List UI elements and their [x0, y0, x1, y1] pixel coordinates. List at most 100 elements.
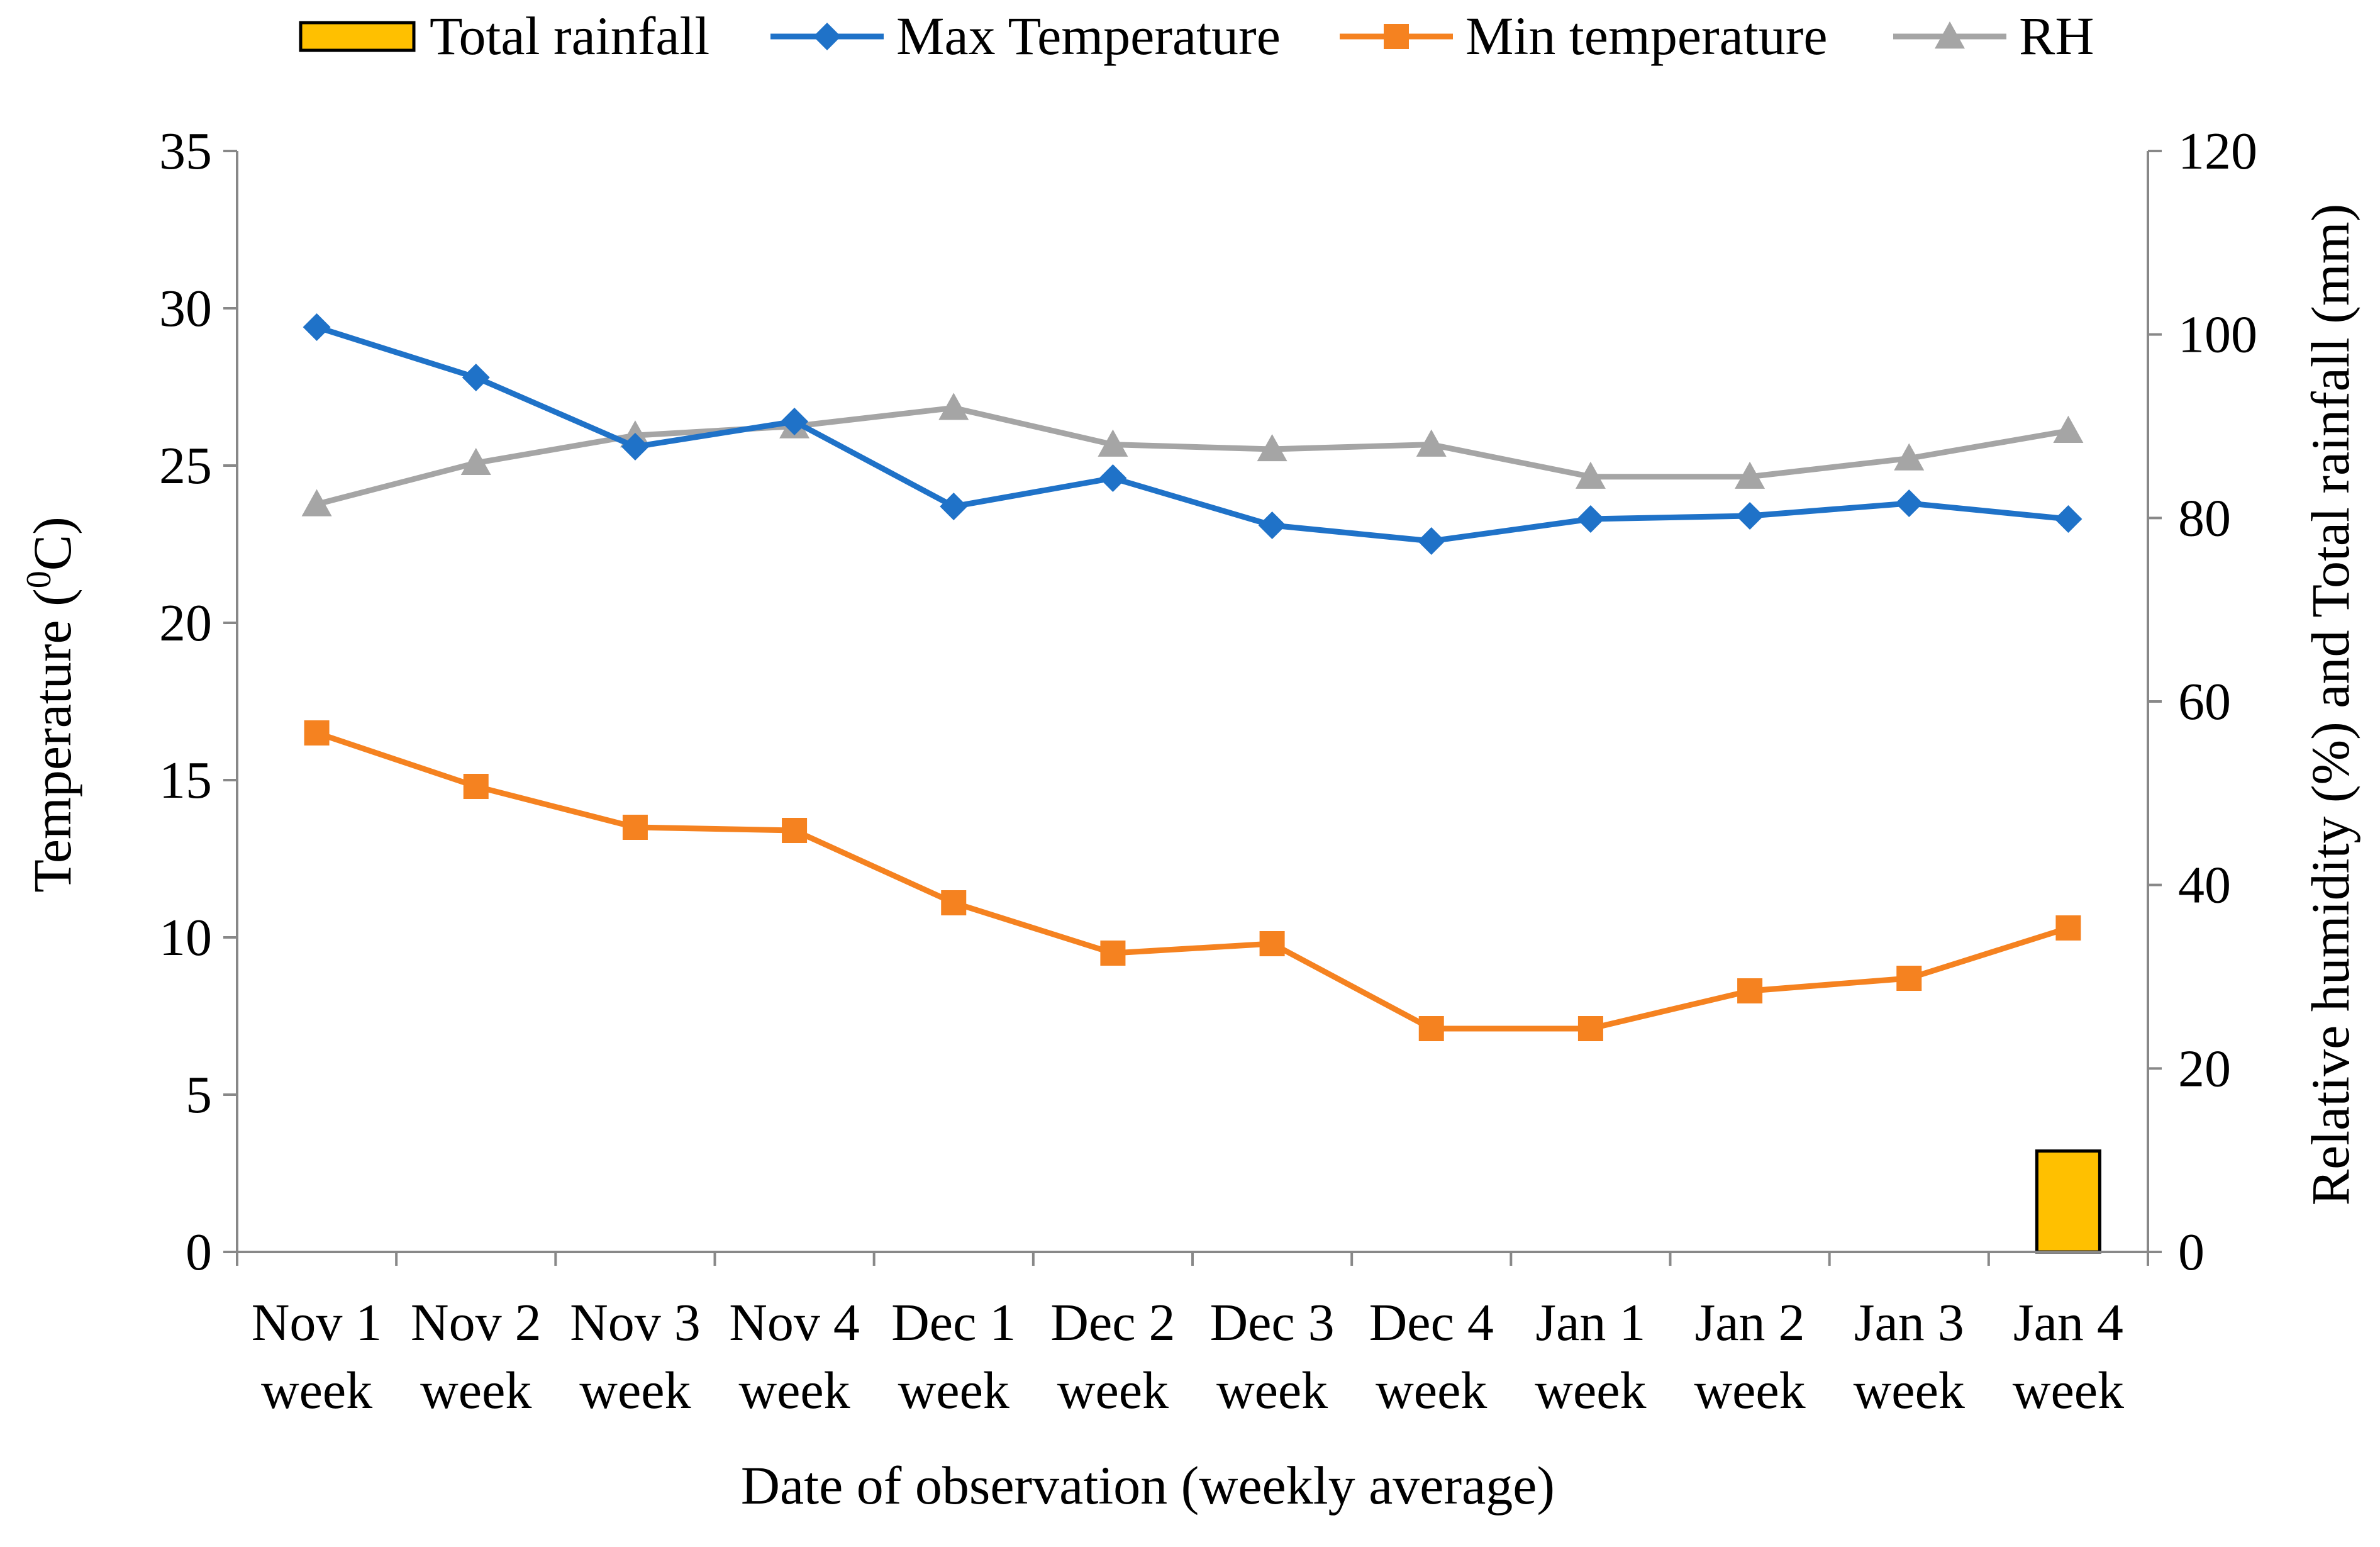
x-tick-label-line: Nov 3	[570, 1293, 701, 1352]
x-tick-label: Dec 1 week	[891, 1293, 1016, 1420]
max-temperature-line	[316, 324, 2069, 544]
x-tick-label-line: Dec 1	[891, 1293, 1016, 1352]
x-tick-label-line: week	[738, 1361, 850, 1420]
max-temperature-point	[781, 408, 809, 435]
x-tick-label-line: Jan 3	[1854, 1293, 1964, 1352]
rh-point	[1098, 429, 1128, 457]
rh-point	[1416, 429, 1447, 457]
min-temperature-point	[622, 815, 648, 840]
y-right-tick-label: 20	[2178, 1039, 2231, 1098]
x-tick-label-line: week	[898, 1361, 1009, 1420]
max-temperature-point	[1258, 511, 1286, 539]
x-tick-label: Jan 1 week	[1535, 1293, 1646, 1420]
rh-point	[1735, 461, 1766, 489]
plot-area	[301, 313, 2101, 1254]
y-left-tick-label: 30	[159, 279, 212, 338]
x-tick-label-line: week	[420, 1361, 531, 1420]
x-tick-label-line: Jan 1	[1535, 1293, 1645, 1352]
rh-point	[1894, 443, 1925, 471]
max-temperature-point	[1576, 505, 1604, 533]
min-temperature-point	[941, 890, 967, 915]
max-temperature-point	[1895, 489, 1923, 517]
x-axis-title: Date of observation (weekly average)	[741, 1455, 1555, 1516]
y-right-tick-label: 80	[2178, 489, 2231, 547]
y-left-tick-label: 15	[159, 751, 212, 810]
rh-point	[1575, 461, 1606, 489]
legend-label-rh: RH	[2019, 6, 2094, 66]
y-axis-left-title: Temperature (0C)	[19, 517, 82, 892]
y-left-tick-label: 20	[159, 594, 212, 652]
legend-marker-rh	[1935, 21, 1965, 49]
legend-label-total-rainfall: Total rainfall	[430, 6, 709, 66]
x-tick-label: Jan 2 week	[1694, 1293, 1805, 1420]
x-tick-label-line: Dec 3	[1209, 1293, 1334, 1352]
rh-point	[938, 393, 969, 420]
x-tick-label: Nov 2 week	[411, 1293, 542, 1420]
y-left-tick-label: 10	[159, 908, 212, 967]
y-right-tick-label: 40	[2178, 856, 2231, 915]
max-temperature-point	[940, 493, 968, 520]
x-tick-label: Jan 4 week	[2013, 1293, 2124, 1420]
y-left-tick-label: 5	[186, 1066, 212, 1124]
max-temperature-point	[621, 433, 649, 461]
legend-label-max-temperature: Max Temperature	[896, 6, 1281, 66]
y-left-tick-label: 0	[186, 1223, 212, 1282]
y-left-tick-label: 25	[159, 437, 212, 495]
min-temperature-point	[782, 818, 808, 843]
x-tick-label-line: Jan 4	[2013, 1293, 2123, 1352]
legend-marker-max-temperature	[813, 23, 841, 50]
x-tick-label: Nov 1 week	[252, 1293, 382, 1420]
rh-point	[301, 489, 332, 517]
x-tick-label-line: week	[579, 1361, 691, 1420]
rh-point	[2053, 415, 2084, 443]
min-temperature-point	[1737, 978, 1763, 1003]
x-tick-label-line: Nov 1	[252, 1293, 382, 1352]
x-tick-label-line: week	[1535, 1361, 1646, 1420]
x-tick-label-line: Nov 2	[411, 1293, 542, 1352]
x-tick-label-line: week	[1376, 1361, 1487, 1420]
y-right-tick-label: 60	[2178, 673, 2231, 731]
x-tick-label-line: week	[1057, 1361, 1169, 1420]
x-tick-label-line: Jan 2	[1695, 1293, 1805, 1352]
rh-line	[316, 405, 2069, 507]
x-tick-label-line: week	[2013, 1361, 2124, 1420]
rainfall-bar	[2035, 1149, 2101, 1254]
legend-label-min-temperature: Min temperature	[1465, 6, 1828, 66]
x-tick-label-line: week	[261, 1361, 372, 1420]
max-temperature-point	[1736, 502, 1764, 530]
max-temperature-point	[1099, 464, 1127, 492]
x-tick-label-line: Nov 4	[729, 1293, 860, 1352]
x-tick-label-line: week	[1694, 1361, 1805, 1420]
y-right-tick-label: 0	[2178, 1223, 2205, 1282]
x-tick-label-line: Dec 4	[1369, 1293, 1494, 1352]
max-temperature-point	[303, 313, 331, 341]
min-temperature-point	[2055, 915, 2081, 941]
min-temperature-point	[1100, 941, 1126, 966]
min-temperature-point	[1418, 1016, 1444, 1041]
legend: Total rainfall Max Temperature Min tempera…	[299, 6, 2094, 66]
rh-point	[460, 447, 491, 476]
legend-swatch-total-rainfall	[299, 21, 416, 52]
min-temperature-point	[304, 720, 330, 746]
min-temperature-line	[316, 730, 2069, 1032]
x-tick-label: Nov 3 week	[570, 1293, 701, 1420]
x-tick-label: Dec 2 week	[1050, 1293, 1175, 1420]
max-temperature-point	[1417, 527, 1445, 555]
y-right-tick-label: 100	[2178, 306, 2257, 364]
y-left-tick-label: 35	[159, 122, 212, 181]
y-right-tick-label: 120	[2178, 122, 2257, 181]
min-temperature-point	[463, 774, 489, 799]
x-tick-label: Dec 3 week	[1209, 1293, 1334, 1420]
legend-marker-min-temperature	[1384, 24, 1409, 49]
x-tick-label: Nov 4 week	[729, 1293, 860, 1420]
x-tick-label: Dec 4 week	[1369, 1293, 1494, 1420]
x-tick-label-line: Dec 2	[1050, 1293, 1175, 1352]
x-tick-label: Jan 3 week	[1854, 1293, 1965, 1420]
y-axis-right-title: Relative humidity (%) and Total rainfall…	[2300, 204, 2361, 1206]
min-temperature-point	[1577, 1016, 1603, 1041]
x-tick-label-line: week	[1854, 1361, 1965, 1420]
x-tick-label-line: week	[1216, 1361, 1328, 1420]
max-temperature-point	[462, 364, 490, 391]
